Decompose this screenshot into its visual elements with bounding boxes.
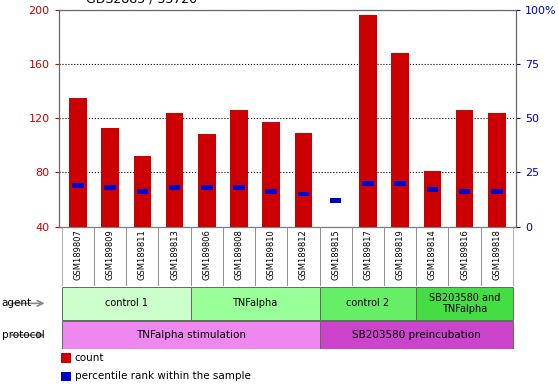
Text: GSM189813: GSM189813 xyxy=(170,229,179,280)
Text: GSM189810: GSM189810 xyxy=(267,229,276,280)
Text: SB203580 preincubation: SB203580 preincubation xyxy=(352,330,480,340)
Bar xyxy=(137,189,148,194)
Bar xyxy=(62,287,191,320)
Bar xyxy=(166,113,184,227)
Text: GSM189806: GSM189806 xyxy=(203,229,211,280)
Bar xyxy=(395,181,406,185)
Bar xyxy=(298,192,309,196)
Text: GSM189808: GSM189808 xyxy=(234,229,243,280)
Bar xyxy=(198,134,216,227)
Bar xyxy=(416,227,449,286)
Bar xyxy=(449,227,480,286)
Bar xyxy=(266,189,277,194)
Bar xyxy=(230,110,248,227)
Bar xyxy=(491,189,503,194)
Text: control 1: control 1 xyxy=(105,298,148,308)
Bar xyxy=(126,227,158,286)
Text: GSM189819: GSM189819 xyxy=(396,229,405,280)
Bar xyxy=(488,113,506,227)
Bar xyxy=(427,187,438,192)
Text: GSM189814: GSM189814 xyxy=(428,229,437,280)
Bar xyxy=(320,227,352,286)
Text: GSM189812: GSM189812 xyxy=(299,229,308,280)
Bar xyxy=(102,127,119,227)
Bar xyxy=(330,198,341,203)
Text: GSM189807: GSM189807 xyxy=(74,229,83,280)
Bar xyxy=(480,227,513,286)
Text: GSM189817: GSM189817 xyxy=(363,229,372,280)
Text: GSM189816: GSM189816 xyxy=(460,229,469,280)
Text: count: count xyxy=(75,353,104,363)
Text: GDS2885 / 33720: GDS2885 / 33720 xyxy=(86,0,198,6)
Text: GSM189809: GSM189809 xyxy=(105,229,114,280)
Bar xyxy=(61,372,71,381)
Bar xyxy=(384,227,416,286)
Bar xyxy=(158,227,191,286)
Bar xyxy=(391,53,409,227)
Text: GSM189815: GSM189815 xyxy=(331,229,340,280)
Bar xyxy=(295,133,312,227)
Bar xyxy=(352,227,384,286)
Bar xyxy=(201,185,213,190)
Bar xyxy=(320,287,416,320)
Bar xyxy=(362,181,374,185)
Bar xyxy=(424,171,441,227)
Bar xyxy=(69,98,87,227)
Text: SB203580 and
TNFalpha: SB203580 and TNFalpha xyxy=(429,293,501,314)
Bar xyxy=(133,156,151,227)
Bar xyxy=(255,227,287,286)
Bar xyxy=(94,227,126,286)
Bar xyxy=(62,321,320,349)
Bar xyxy=(104,185,116,190)
Bar xyxy=(416,287,513,320)
Text: GSM189811: GSM189811 xyxy=(138,229,147,280)
Bar xyxy=(233,185,245,190)
Text: control 2: control 2 xyxy=(347,298,389,308)
Bar xyxy=(359,15,377,227)
Bar xyxy=(320,321,513,349)
Bar xyxy=(72,183,84,188)
Bar xyxy=(191,287,320,320)
Text: percentile rank within the sample: percentile rank within the sample xyxy=(75,371,251,381)
Bar xyxy=(262,122,280,227)
Text: agent: agent xyxy=(2,298,32,308)
Text: TNFalpha stimulation: TNFalpha stimulation xyxy=(136,330,246,340)
Bar xyxy=(223,227,255,286)
Bar xyxy=(456,110,473,227)
Bar xyxy=(191,227,223,286)
Text: GSM189818: GSM189818 xyxy=(492,229,501,280)
Bar xyxy=(169,185,180,190)
Text: protocol: protocol xyxy=(2,330,45,340)
Text: TNFalpha: TNFalpha xyxy=(233,298,278,308)
Bar xyxy=(459,189,470,194)
Bar xyxy=(62,227,94,286)
Bar xyxy=(61,353,71,362)
Bar xyxy=(287,227,320,286)
